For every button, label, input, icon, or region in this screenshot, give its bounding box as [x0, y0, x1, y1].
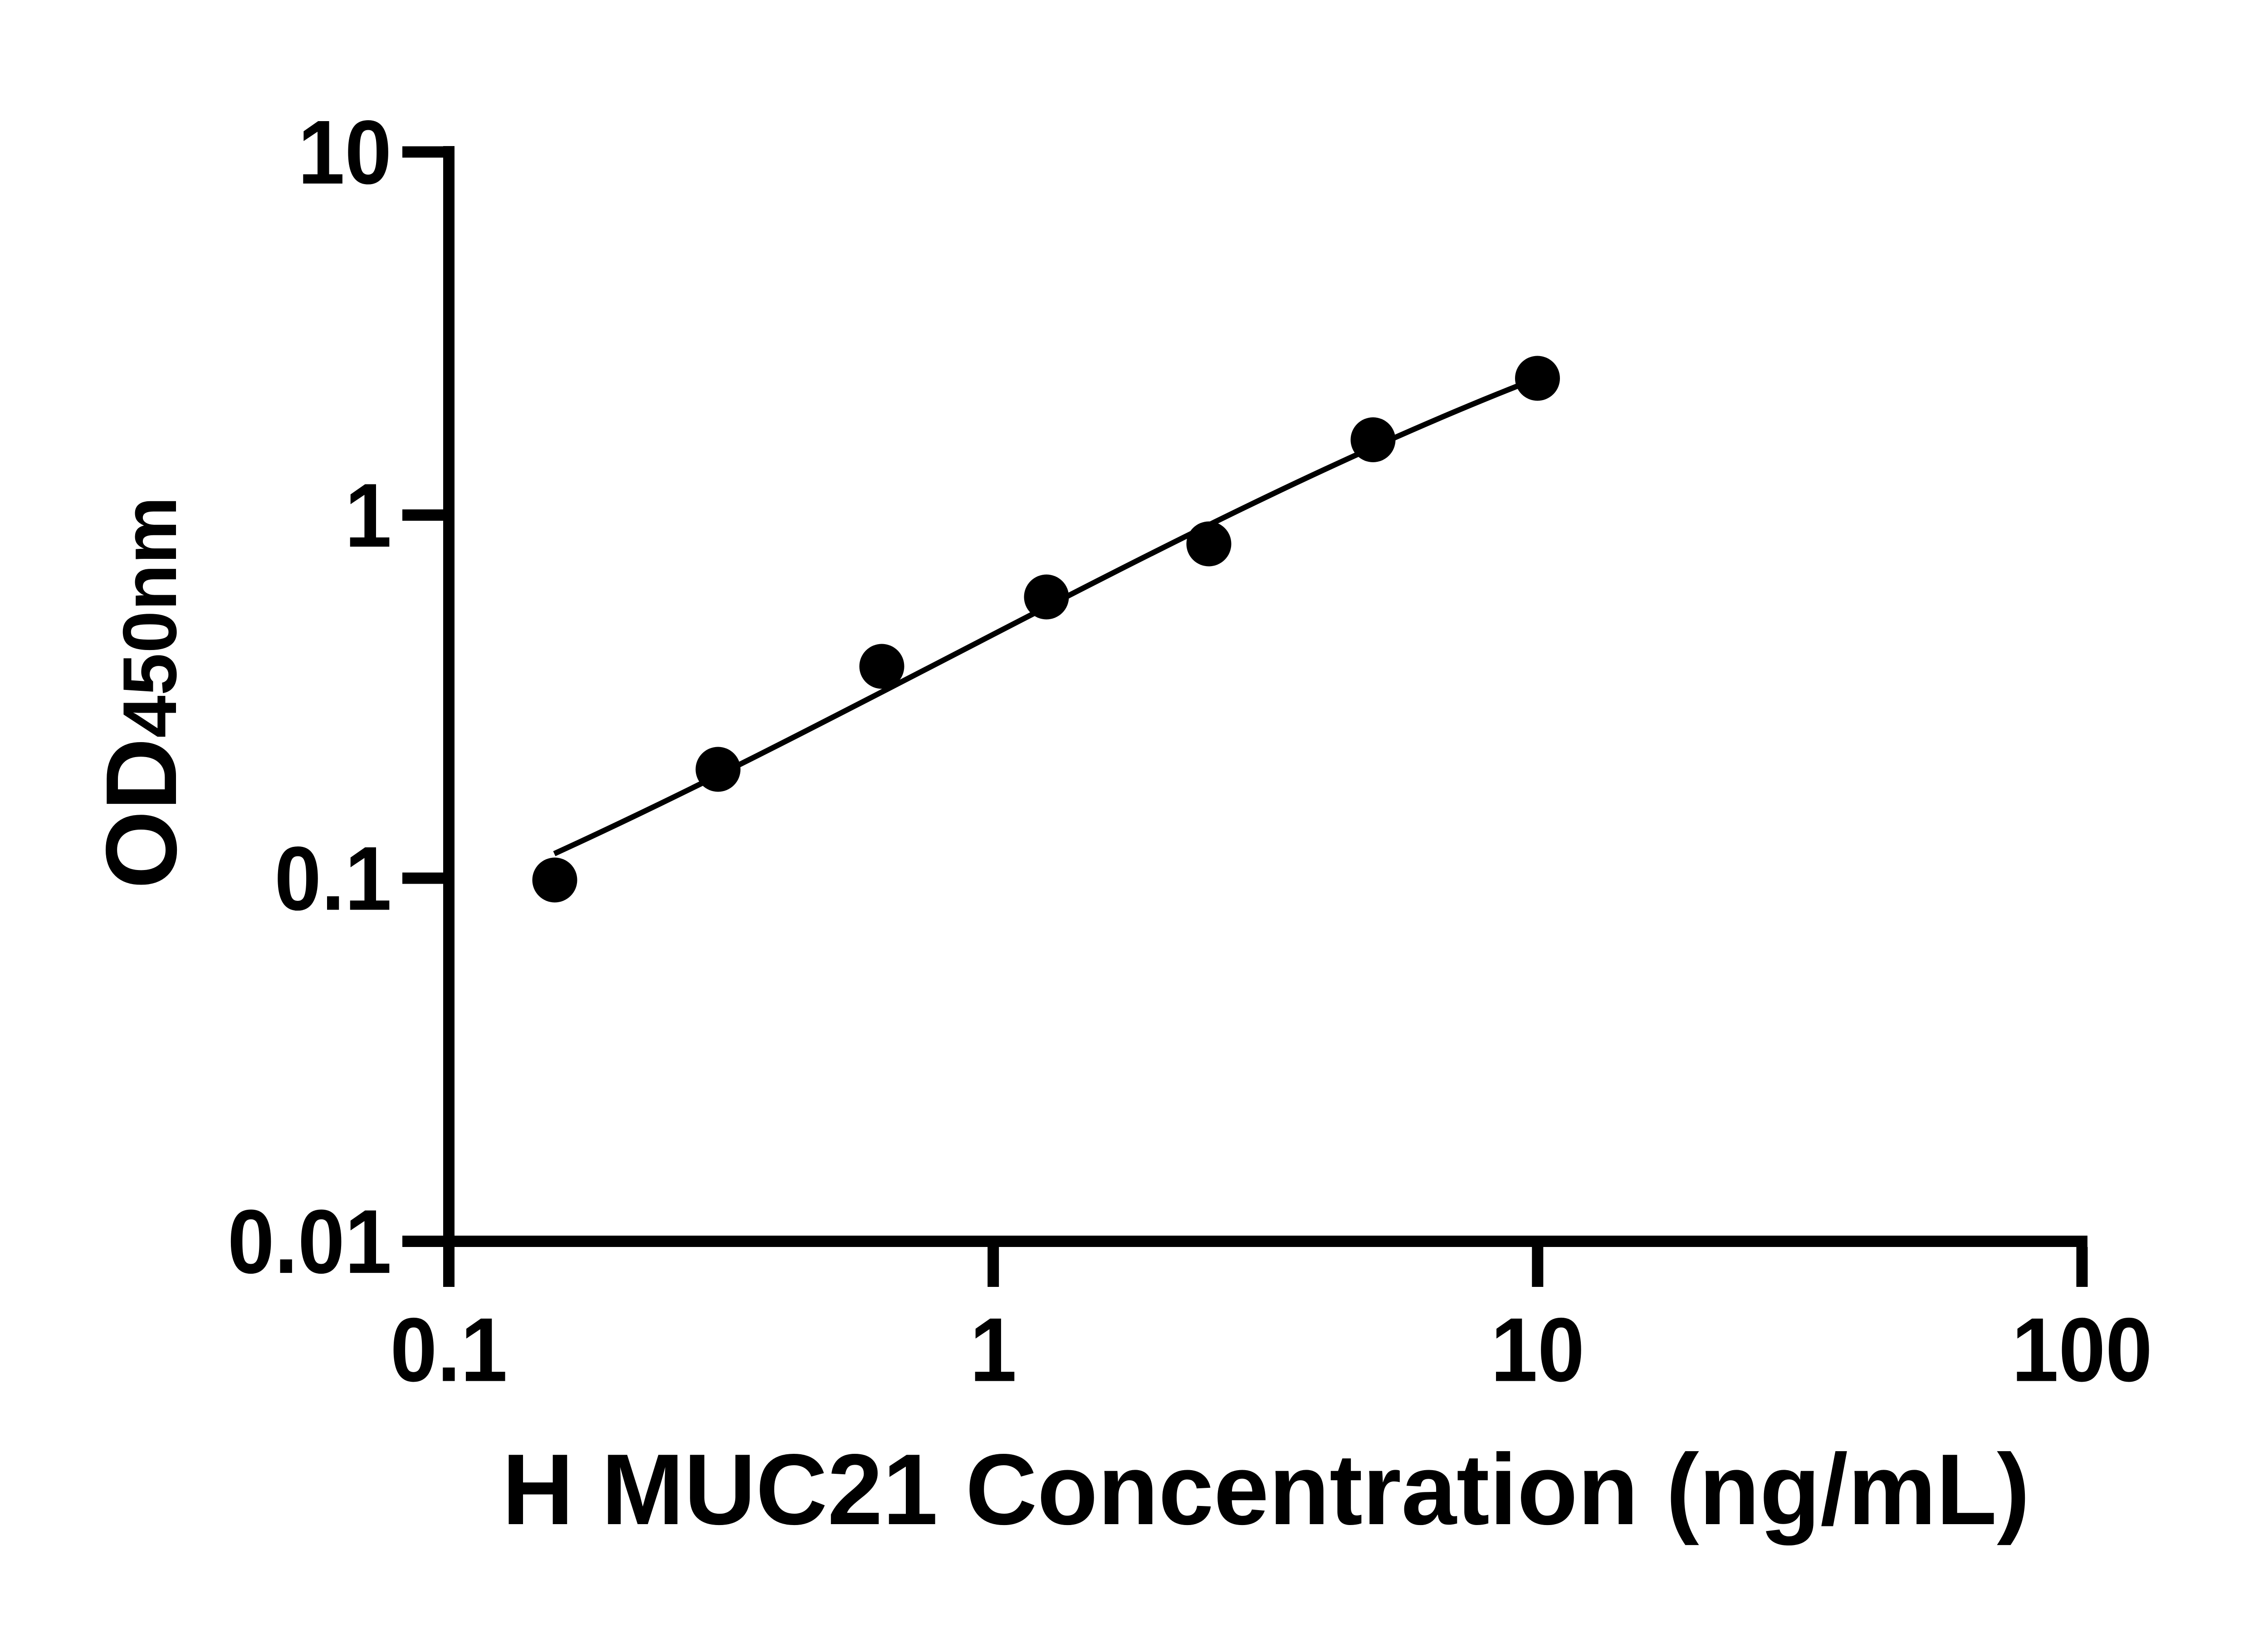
svg-text:H MUC21 Concentration (ng/mL): H MUC21 Concentration (ng/mL) [502, 1433, 2030, 1546]
svg-text:10: 10 [298, 101, 392, 203]
svg-text:0.01: 0.01 [228, 1191, 392, 1292]
svg-text:0.1: 0.1 [274, 827, 392, 929]
svg-text:1: 1 [970, 1299, 1017, 1400]
svg-text:10: 10 [1491, 1299, 1584, 1400]
svg-text:0.1: 0.1 [390, 1299, 508, 1400]
svg-text:OD450nm: OD450nm [85, 496, 198, 889]
svg-text:1: 1 [345, 464, 391, 566]
svg-text:100: 100 [2012, 1299, 2152, 1400]
